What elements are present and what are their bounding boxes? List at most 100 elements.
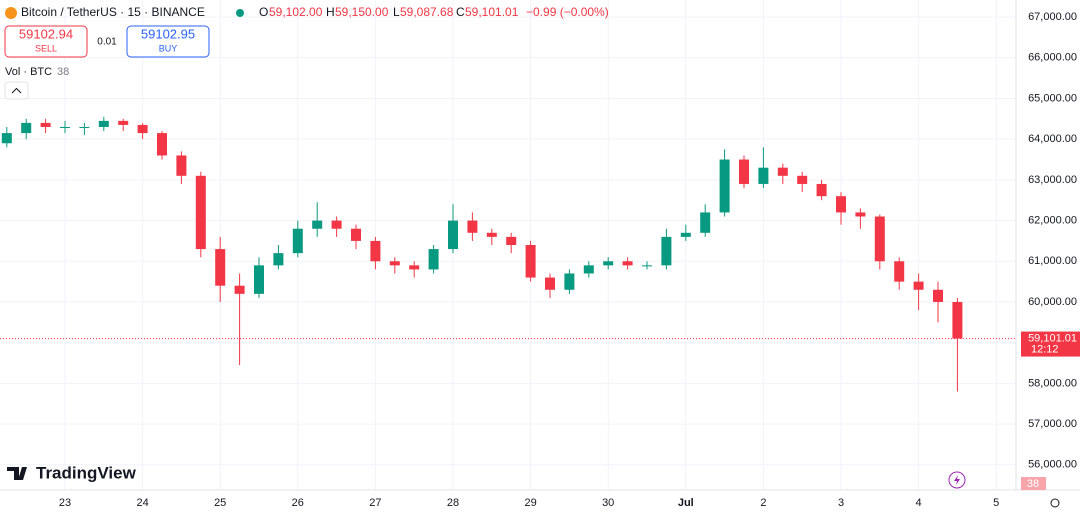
x-tick-label: 5 [993,497,999,509]
sell-label: SELL [35,43,57,53]
quantity[interactable]: 0.01 [97,37,117,48]
x-tick-label: 2 [760,497,766,509]
y-tick-label: 57,000.00 [1028,418,1077,430]
volume-badge-label: 38 [1027,478,1039,490]
candle-body [40,122,51,127]
candle-body [680,232,691,237]
candle-body [564,273,575,290]
buy-button[interactable] [126,25,210,58]
candle-body [486,232,497,237]
x-tick-label: 24 [136,497,148,509]
candle-body [583,265,594,274]
candle-body [642,265,652,267]
x-tick-label: 3 [838,497,844,509]
x-tick-label: 28 [447,497,459,509]
candle-body [60,126,70,128]
x-tick-label: 26 [292,497,304,509]
candle-body [836,196,846,213]
candle-body [758,167,769,184]
buy-price: 59102.95 [141,26,195,41]
candle-body [428,249,439,270]
candle-body [292,228,303,254]
candle-body [331,220,342,229]
y-tick-label: 58,000.00 [1028,377,1077,389]
candle-body [21,122,32,134]
h-label: H [326,5,335,19]
candle-body [700,212,711,233]
candle-body [351,228,361,241]
candle-body [622,261,633,266]
candle-body [525,245,536,278]
x-tick-label: 30 [602,497,614,509]
candle-body [467,220,478,233]
y-tick-label: 66,000.00 [1028,52,1077,64]
last-price-badge [1021,331,1080,357]
candle-body [79,126,90,128]
coin-icon [5,7,17,19]
collapse-button[interactable] [4,81,29,100]
candle-body [1,133,12,144]
y-tick-label: 61,000.00 [1028,255,1077,267]
candle-body [506,236,517,245]
candle-body [389,261,400,266]
candle-body [933,289,943,302]
candle-body [195,175,206,250]
x-tick-label: 4 [916,497,922,509]
candle-body [98,120,109,127]
sell-button[interactable] [4,25,88,58]
x-tick-label: 25 [214,497,226,509]
candle-body [215,249,226,286]
h-value: 59,150.00 [335,5,389,19]
c-label: C [456,5,465,19]
candle-body [603,261,614,266]
volume-badge [1021,477,1046,490]
settings-icon[interactable] [1050,498,1060,508]
candle-body [952,301,963,339]
candle-body [234,285,245,294]
x-tick-label: Jul [678,497,694,509]
status-dot [236,9,244,17]
collapse-icon [11,87,22,94]
candle-body [448,220,458,250]
change: −0.99 (−0.00%) [526,5,609,19]
logo: TradingView [36,463,137,482]
y-tick-label: 56,000.00 [1028,459,1077,471]
candle-body [157,133,167,156]
candle-body [874,216,885,262]
y-tick-label: 67,000.00 [1028,11,1077,23]
candle-body [176,155,187,176]
c-value: 59,101.01 [465,5,519,19]
candle-body [719,159,730,213]
candle-body [816,183,827,197]
candle-body [777,167,788,176]
symbol: Bitcoin / TetherUS · 15 · BINANCE [21,5,205,19]
candle-body [661,236,672,266]
countdown: 12:12 [1031,343,1059,355]
candle-body [254,265,264,294]
x-tick-label: 23 [59,497,71,509]
y-tick-label: 62,000.00 [1028,214,1077,226]
x-tick-label: 29 [524,497,536,509]
candle-body [409,265,420,270]
candle-body [545,277,555,290]
o-label: O [259,5,268,19]
buy-label: BUY [159,43,178,53]
last-price-label: 59,101.01 [1028,332,1077,344]
event-bolt [954,475,960,485]
candle-body [273,253,284,266]
l-value: 59,087.68 [400,5,454,19]
volume-label: Vol · BTC [5,66,52,78]
x-tick-label: 27 [369,497,381,509]
y-tick-label: 65,000.00 [1028,92,1077,104]
candle-body [137,124,148,134]
candle-body [312,220,323,229]
candle-body [913,281,924,290]
logo-icon [7,467,27,480]
candle-body [797,175,808,184]
y-tick-label: 60,000.00 [1028,296,1077,308]
candle-body [855,212,866,217]
candle-body [739,159,749,184]
volume-value: 38 [57,66,69,78]
o-value: 59,102.00 [269,5,323,19]
